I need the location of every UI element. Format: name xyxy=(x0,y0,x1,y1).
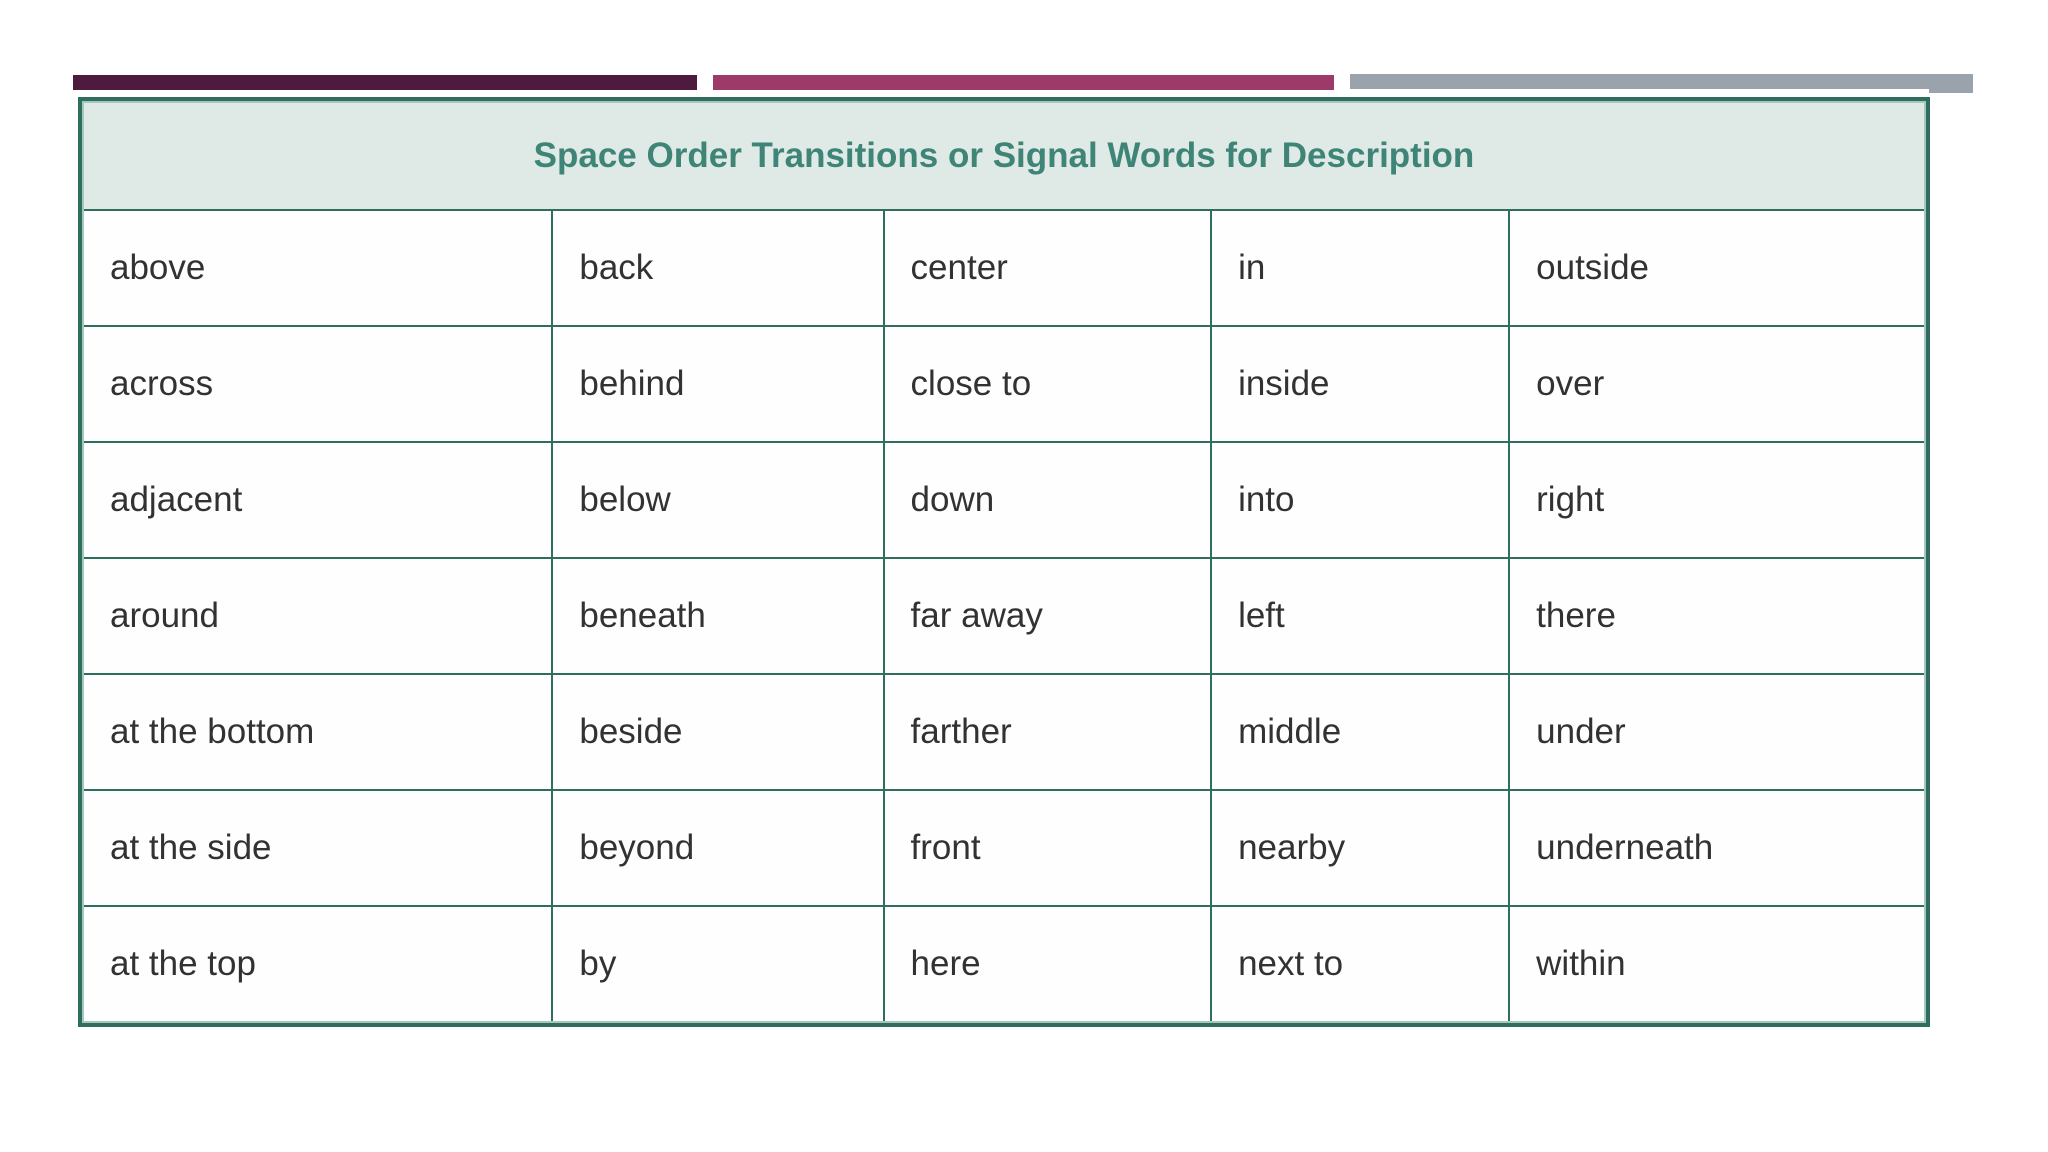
table-cell: over xyxy=(1508,327,1924,441)
table-cell: farther xyxy=(882,675,1211,789)
table-cell: beyond xyxy=(551,791,882,905)
table-header: Space Order Transitions or Signal Words … xyxy=(84,103,1924,209)
table-cell: adjacent xyxy=(110,480,243,519)
table-cell: front xyxy=(882,791,1211,905)
table-cell: within xyxy=(1508,907,1924,1021)
table-cell: next to xyxy=(1210,907,1508,1021)
table-cell: at the side xyxy=(110,828,272,867)
table-cell: outside xyxy=(1508,211,1924,325)
table-cell: behind xyxy=(551,327,882,441)
table-cell: here xyxy=(882,907,1211,1021)
table-cell: center xyxy=(882,211,1211,325)
table-body: above back center in outside across behind clos… xyxy=(84,209,1924,1021)
table-cell: there xyxy=(1508,559,1924,673)
accent-bar-gray-tail xyxy=(1929,89,1973,93)
accent-bar-plum xyxy=(73,75,697,90)
table-cell: at the top xyxy=(110,944,256,983)
table-cell: right xyxy=(1508,443,1924,557)
accent-bar-gray xyxy=(1350,74,1973,89)
table-cell: far away xyxy=(882,559,1211,673)
accent-bar-magenta xyxy=(713,75,1334,90)
table-cell: below xyxy=(551,443,882,557)
table-cell: by xyxy=(551,907,882,1021)
table-title: Space Order Transitions or Signal Words … xyxy=(533,136,1475,175)
table-cell: beside xyxy=(551,675,882,789)
table-cell: at the bottom xyxy=(110,712,315,751)
table-cell: down xyxy=(882,443,1211,557)
table-cell: back xyxy=(551,211,882,325)
table-row: adjacent below down into right xyxy=(84,441,1924,557)
table-cell: left xyxy=(1210,559,1508,673)
table-cell: inside xyxy=(1210,327,1508,441)
table-cell: nearby xyxy=(1210,791,1508,905)
signal-words-table: Space Order Transitions or Signal Words … xyxy=(78,97,1930,1027)
table-cell: under xyxy=(1508,675,1924,789)
table-row: at the side beyond front nearby underneath xyxy=(84,789,1924,905)
table-cell: around xyxy=(110,596,219,635)
table-cell: beneath xyxy=(551,559,882,673)
table-row: around beneath far away left there xyxy=(84,557,1924,673)
table-cell: into xyxy=(1210,443,1508,557)
table-frame: Space Order Transitions or Signal Words … xyxy=(82,101,1926,1023)
table-row: at the top by here next to within xyxy=(84,905,1924,1021)
table-row: across behind close to inside over xyxy=(84,325,1924,441)
table-cell: underneath xyxy=(1508,791,1924,905)
table-cell: middle xyxy=(1210,675,1508,789)
table-row: above back center in outside xyxy=(84,209,1924,325)
table-cell: above xyxy=(110,248,206,287)
table-row: at the bottom beside farther middle under xyxy=(84,673,1924,789)
table-cell: across xyxy=(110,364,214,403)
table-cell: in xyxy=(1210,211,1508,325)
table-cell: close to xyxy=(882,327,1211,441)
